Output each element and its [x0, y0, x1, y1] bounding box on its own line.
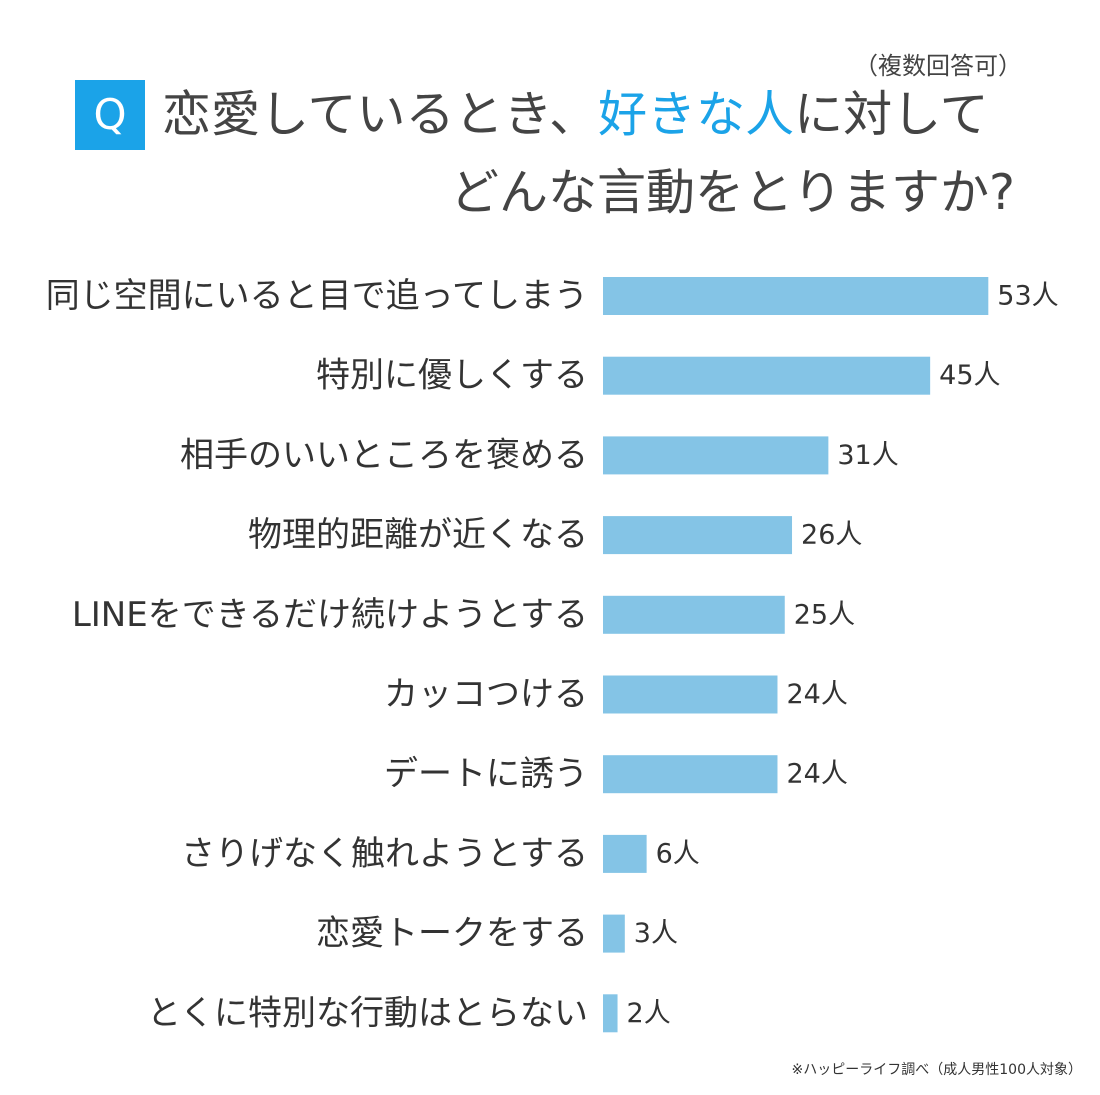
- value-label: 2人: [627, 998, 671, 1029]
- category-label: デートに誘う: [384, 754, 588, 794]
- multiple-answer-note: （複数回答可）: [854, 52, 1022, 80]
- question-title-line-1: 恋愛しているとき、好きな人に対して: [162, 90, 989, 139]
- value-label: 6人: [656, 838, 700, 869]
- title-text-pre: 恋愛しているとき、: [162, 86, 599, 143]
- title-text-post: に対して: [794, 86, 989, 143]
- value-label: 26人: [801, 520, 862, 551]
- value-label: 53人: [997, 281, 1058, 312]
- category-label: 同じ空間にいると目で追ってしまう: [46, 276, 588, 316]
- question-badge: Q: [75, 80, 145, 150]
- category-label: LINEをできるだけ続けようとする: [72, 595, 588, 635]
- value-label: 24人: [786, 679, 847, 710]
- value-label: 25人: [794, 599, 855, 630]
- bar: [603, 914, 625, 953]
- category-label: カッコつける: [384, 675, 588, 715]
- value-label: 24人: [786, 759, 847, 790]
- question-title-line-2: どんな言動をとりますか?: [449, 164, 1015, 221]
- title-text-highlight: 好きな人: [598, 86, 795, 143]
- bar: [603, 834, 647, 873]
- source-footnote: ※ハッピーライフ調べ（成人男性100人対象）: [791, 1062, 1082, 1078]
- category-label: とくに特別な行動はとらない: [147, 993, 588, 1033]
- category-label: 相手のいいところを褒める: [180, 435, 588, 475]
- category-label: 恋愛トークをする: [316, 914, 588, 954]
- category-label: さりげなく触れようとする: [181, 834, 588, 874]
- bar: [603, 356, 931, 395]
- bar: [603, 516, 793, 555]
- value-label: 3人: [634, 918, 678, 949]
- bar: [603, 595, 785, 634]
- category-label: 物理的距離が近くなる: [248, 515, 588, 555]
- value-label: 31人: [837, 440, 898, 471]
- value-label: 45人: [939, 360, 1000, 391]
- bar: [603, 277, 989, 315]
- category-label: 特別に優しくする: [316, 356, 588, 396]
- bar: [603, 675, 778, 714]
- bar: [603, 436, 829, 475]
- bar: [603, 994, 618, 1033]
- bar: [603, 755, 778, 794]
